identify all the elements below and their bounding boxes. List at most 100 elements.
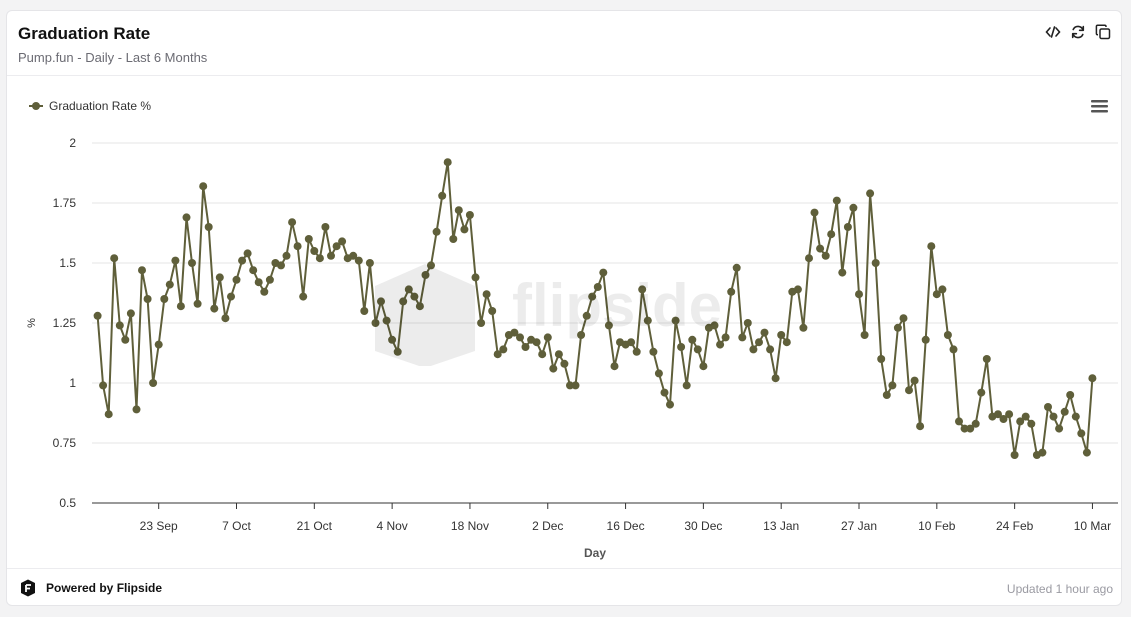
data-point <box>821 251 830 260</box>
data-point <box>327 251 335 260</box>
data-point <box>966 424 975 433</box>
refresh-icon[interactable] <box>1069 23 1086 40</box>
data-point <box>210 304 219 313</box>
data-point <box>538 350 547 359</box>
data-point <box>388 335 397 344</box>
data-point <box>838 268 847 277</box>
data-point <box>299 292 308 301</box>
data-point <box>115 321 124 330</box>
data-point <box>805 254 813 263</box>
data-point <box>793 285 802 294</box>
data-point <box>860 331 869 339</box>
data-point <box>188 259 196 267</box>
data-point <box>482 290 491 299</box>
series-points <box>93 158 1097 459</box>
data-point <box>410 292 419 301</box>
menu-icon[interactable] <box>1091 100 1108 113</box>
data-point <box>121 335 130 344</box>
chart-area: Graduation Rate % 0.5 0.75 1 1.25 1.5 1.75 2 2… <box>7 91 1121 561</box>
data-point <box>666 400 674 409</box>
chart-subtitle: Pump.fun - Daily - Last 6 Months <box>18 50 208 65</box>
y-tick-label: 1.5 <box>59 256 76 270</box>
line-chart: Graduation Rate % 0.5 0.75 1 1.25 1.5 1.75 2 2… <box>26 99 1118 560</box>
data-point <box>971 419 980 428</box>
data-point <box>593 283 602 291</box>
footer-brand[interactable]: Powered by Flipside <box>18 578 162 598</box>
data-point <box>588 292 597 301</box>
data-point <box>1044 403 1052 411</box>
data-point <box>249 266 258 275</box>
data-point <box>477 319 486 327</box>
data-point <box>132 405 141 414</box>
data-point <box>1077 429 1086 438</box>
data-point <box>743 319 752 327</box>
data-point <box>93 311 102 320</box>
data-point <box>260 287 269 296</box>
data-point <box>1055 424 1064 433</box>
data-point <box>755 338 763 347</box>
data-point <box>1038 448 1047 457</box>
data-point <box>866 189 875 198</box>
data-point <box>660 388 669 397</box>
data-point <box>682 381 691 390</box>
data-point <box>421 271 430 279</box>
data-point <box>415 302 424 311</box>
data-point <box>943 331 952 339</box>
data-point <box>604 321 613 330</box>
data-point <box>404 285 413 294</box>
data-point <box>760 328 769 337</box>
data-point <box>427 261 435 270</box>
data-point <box>643 316 652 325</box>
data-point <box>832 196 841 205</box>
data-point <box>571 381 580 390</box>
copy-icon[interactable] <box>1094 23 1111 40</box>
data-point <box>521 343 530 351</box>
x-tick-label: 27 Jan <box>841 519 877 533</box>
data-point <box>377 297 385 306</box>
data-point <box>465 211 474 219</box>
data-point <box>443 158 452 167</box>
data-point <box>654 369 663 378</box>
data-point <box>360 307 369 315</box>
data-point <box>488 307 497 315</box>
legend[interactable]: Graduation Rate % <box>29 99 151 113</box>
data-point <box>543 333 552 342</box>
data-point <box>143 295 152 303</box>
data-point <box>126 309 135 318</box>
x-tick-label: 18 Nov <box>451 519 489 533</box>
code-icon[interactable] <box>1044 23 1061 40</box>
data-point <box>1016 417 1025 426</box>
data-point <box>510 328 519 337</box>
data-point <box>938 285 947 294</box>
y-tick-label: 2 <box>69 136 76 150</box>
data-point <box>154 340 163 349</box>
data-point <box>349 251 358 260</box>
data-point <box>982 355 991 363</box>
data-point <box>582 311 591 320</box>
data-point <box>1082 448 1091 457</box>
data-point <box>321 223 330 231</box>
data-point <box>871 259 880 267</box>
data-point <box>782 338 791 347</box>
data-point <box>471 273 480 282</box>
x-tick-label: 13 Jan <box>763 519 799 533</box>
updated-timestamp: Updated 1 hour ago <box>1006 582 1113 596</box>
x-tick-label: 23 Sep <box>140 519 178 533</box>
data-point <box>677 343 686 351</box>
data-point <box>1088 374 1097 383</box>
x-tick-label: 7 Oct <box>222 519 251 533</box>
data-point <box>532 338 541 347</box>
data-point <box>393 347 402 356</box>
data-point <box>927 242 936 251</box>
data-point <box>893 323 902 332</box>
data-point <box>566 381 574 390</box>
y-axis-label: % <box>26 318 38 328</box>
data-point <box>671 316 680 325</box>
data-point <box>304 235 313 243</box>
series-line <box>96 162 1094 457</box>
data-point <box>949 345 958 354</box>
y-axis: 0.5 0.75 1 1.25 1.5 1.75 2 <box>53 136 77 510</box>
data-point <box>688 335 697 344</box>
header-divider <box>7 75 1121 76</box>
data-point <box>1071 412 1080 421</box>
